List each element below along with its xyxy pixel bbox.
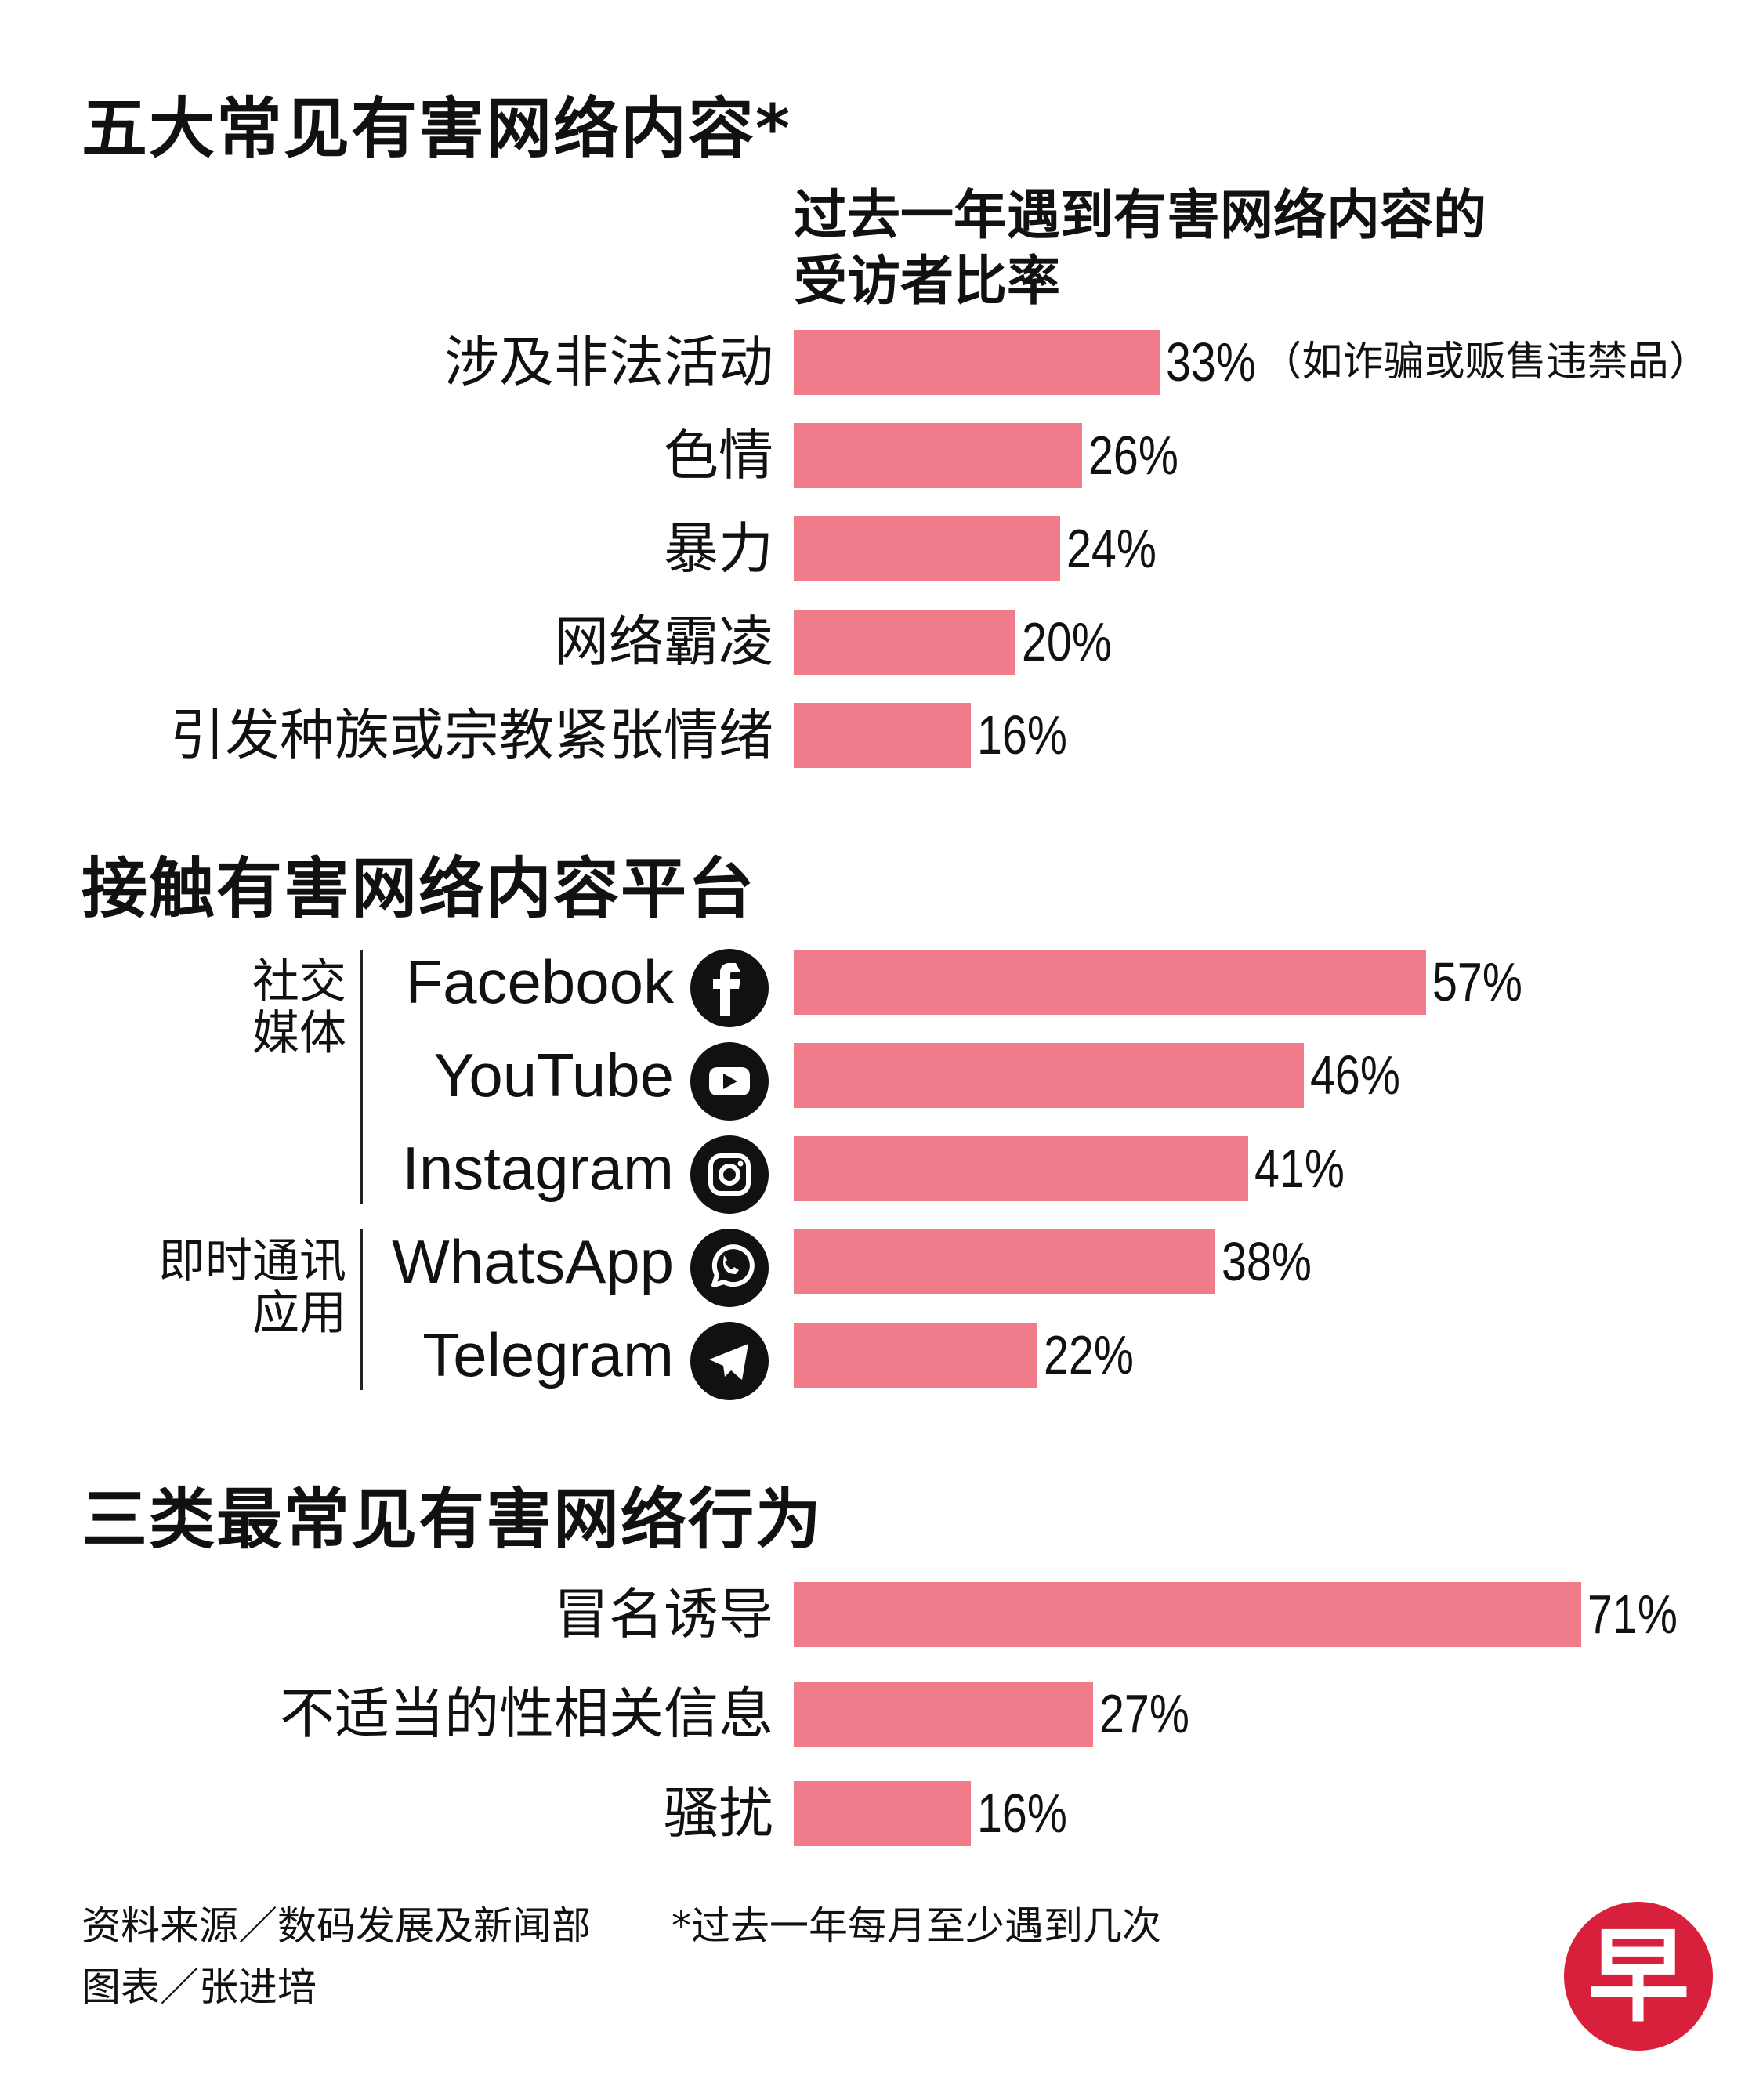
bar — [794, 1681, 1094, 1747]
category-label: 暴力 — [664, 516, 773, 581]
category-label: 引发种族或宗教紧张情绪 — [170, 703, 773, 767]
category-label: YouTube — [433, 1041, 674, 1110]
group-divider — [360, 950, 363, 1204]
bar — [794, 1780, 972, 1846]
value-label: 26% — [1088, 425, 1178, 486]
subtitle: 过去一年遇到有害网络内容的受访者比率 — [794, 185, 1487, 313]
value-label: 71% — [1587, 1584, 1678, 1645]
value-label: 24% — [1066, 518, 1157, 579]
value-label-group: 38% — [1222, 1229, 1312, 1294]
value-label: 27% — [1099, 1683, 1189, 1744]
value-label: 20% — [1022, 611, 1112, 672]
value-label-group: 27% — [1099, 1681, 1189, 1747]
category-label: 冒名诱导 — [554, 1582, 773, 1646]
value-label-group: 26% — [1088, 422, 1178, 488]
bar — [794, 422, 1082, 488]
value-label-group: 16% — [977, 702, 1067, 768]
category-label: Telegram — [422, 1320, 674, 1389]
value-label: 33% — [1165, 331, 1256, 393]
platform-icon — [690, 1322, 769, 1400]
value-label: 16% — [977, 704, 1068, 766]
value-label-group: 57% — [1432, 949, 1522, 1015]
value-label: 46% — [1309, 1045, 1400, 1106]
platform-icon — [690, 1229, 769, 1307]
section-title: 三类最常见有害网络行为 — [81, 1481, 824, 1558]
category-label: 涉及非法活动 — [444, 330, 773, 394]
bar — [794, 1581, 1581, 1647]
bar — [794, 949, 1426, 1015]
credit: 图表／张进培 — [81, 1964, 317, 2010]
category-label: Instagram — [402, 1134, 674, 1203]
source: 资料来源／数码发展及新闻部 — [81, 1903, 591, 1949]
bar — [794, 609, 1015, 675]
category-label: Facebook — [405, 947, 674, 1016]
group-label: 即时通讯应用 — [158, 1234, 346, 1341]
bar — [794, 1135, 1249, 1201]
value-label: 41% — [1254, 1138, 1345, 1199]
value-label: 38% — [1221, 1231, 1312, 1292]
category-label: WhatsApp — [392, 1227, 674, 1296]
bar — [794, 329, 1160, 395]
platform-icon — [690, 949, 769, 1027]
annotation: （如诈骗或贩售违禁品） — [1261, 339, 1710, 386]
category-label: 不适当的性相关信息 — [280, 1682, 773, 1746]
section-title: 五大常见有害网络内容* — [81, 90, 791, 167]
group-divider — [360, 1229, 363, 1390]
value-label: 57% — [1432, 951, 1522, 1012]
category-label: 骚扰 — [664, 1781, 773, 1845]
footnote: *过去一年每月至少遇到几次 — [672, 1903, 1161, 1949]
bar — [794, 702, 972, 768]
bar — [794, 1042, 1304, 1108]
category-label: 网络霸凌 — [554, 610, 773, 674]
value-label: 22% — [1044, 1324, 1135, 1385]
category-label: 色情 — [664, 423, 773, 487]
bar — [794, 516, 1060, 581]
value-label-group: 41% — [1254, 1135, 1345, 1201]
value-label-group: 46% — [1310, 1042, 1400, 1108]
bar — [794, 1322, 1038, 1388]
value-label-group: 33% （如诈骗或贩售违禁品） — [1165, 329, 1710, 395]
section-title: 接触有害网络内容平台 — [81, 850, 756, 927]
group-label: 社交媒体 — [252, 954, 346, 1061]
value-label-group: 16% — [977, 1780, 1067, 1846]
value-label-group: 24% — [1066, 516, 1157, 581]
value-label-group: 71% — [1587, 1581, 1678, 1647]
platform-icon — [690, 1042, 769, 1121]
value-label: 16% — [977, 1783, 1068, 1844]
logo: 早 — [1564, 1902, 1713, 2051]
bar — [794, 1229, 1215, 1294]
value-label-group: 20% — [1022, 609, 1112, 675]
value-label-group: 22% — [1044, 1322, 1134, 1388]
platform-icon — [690, 1135, 769, 1214]
